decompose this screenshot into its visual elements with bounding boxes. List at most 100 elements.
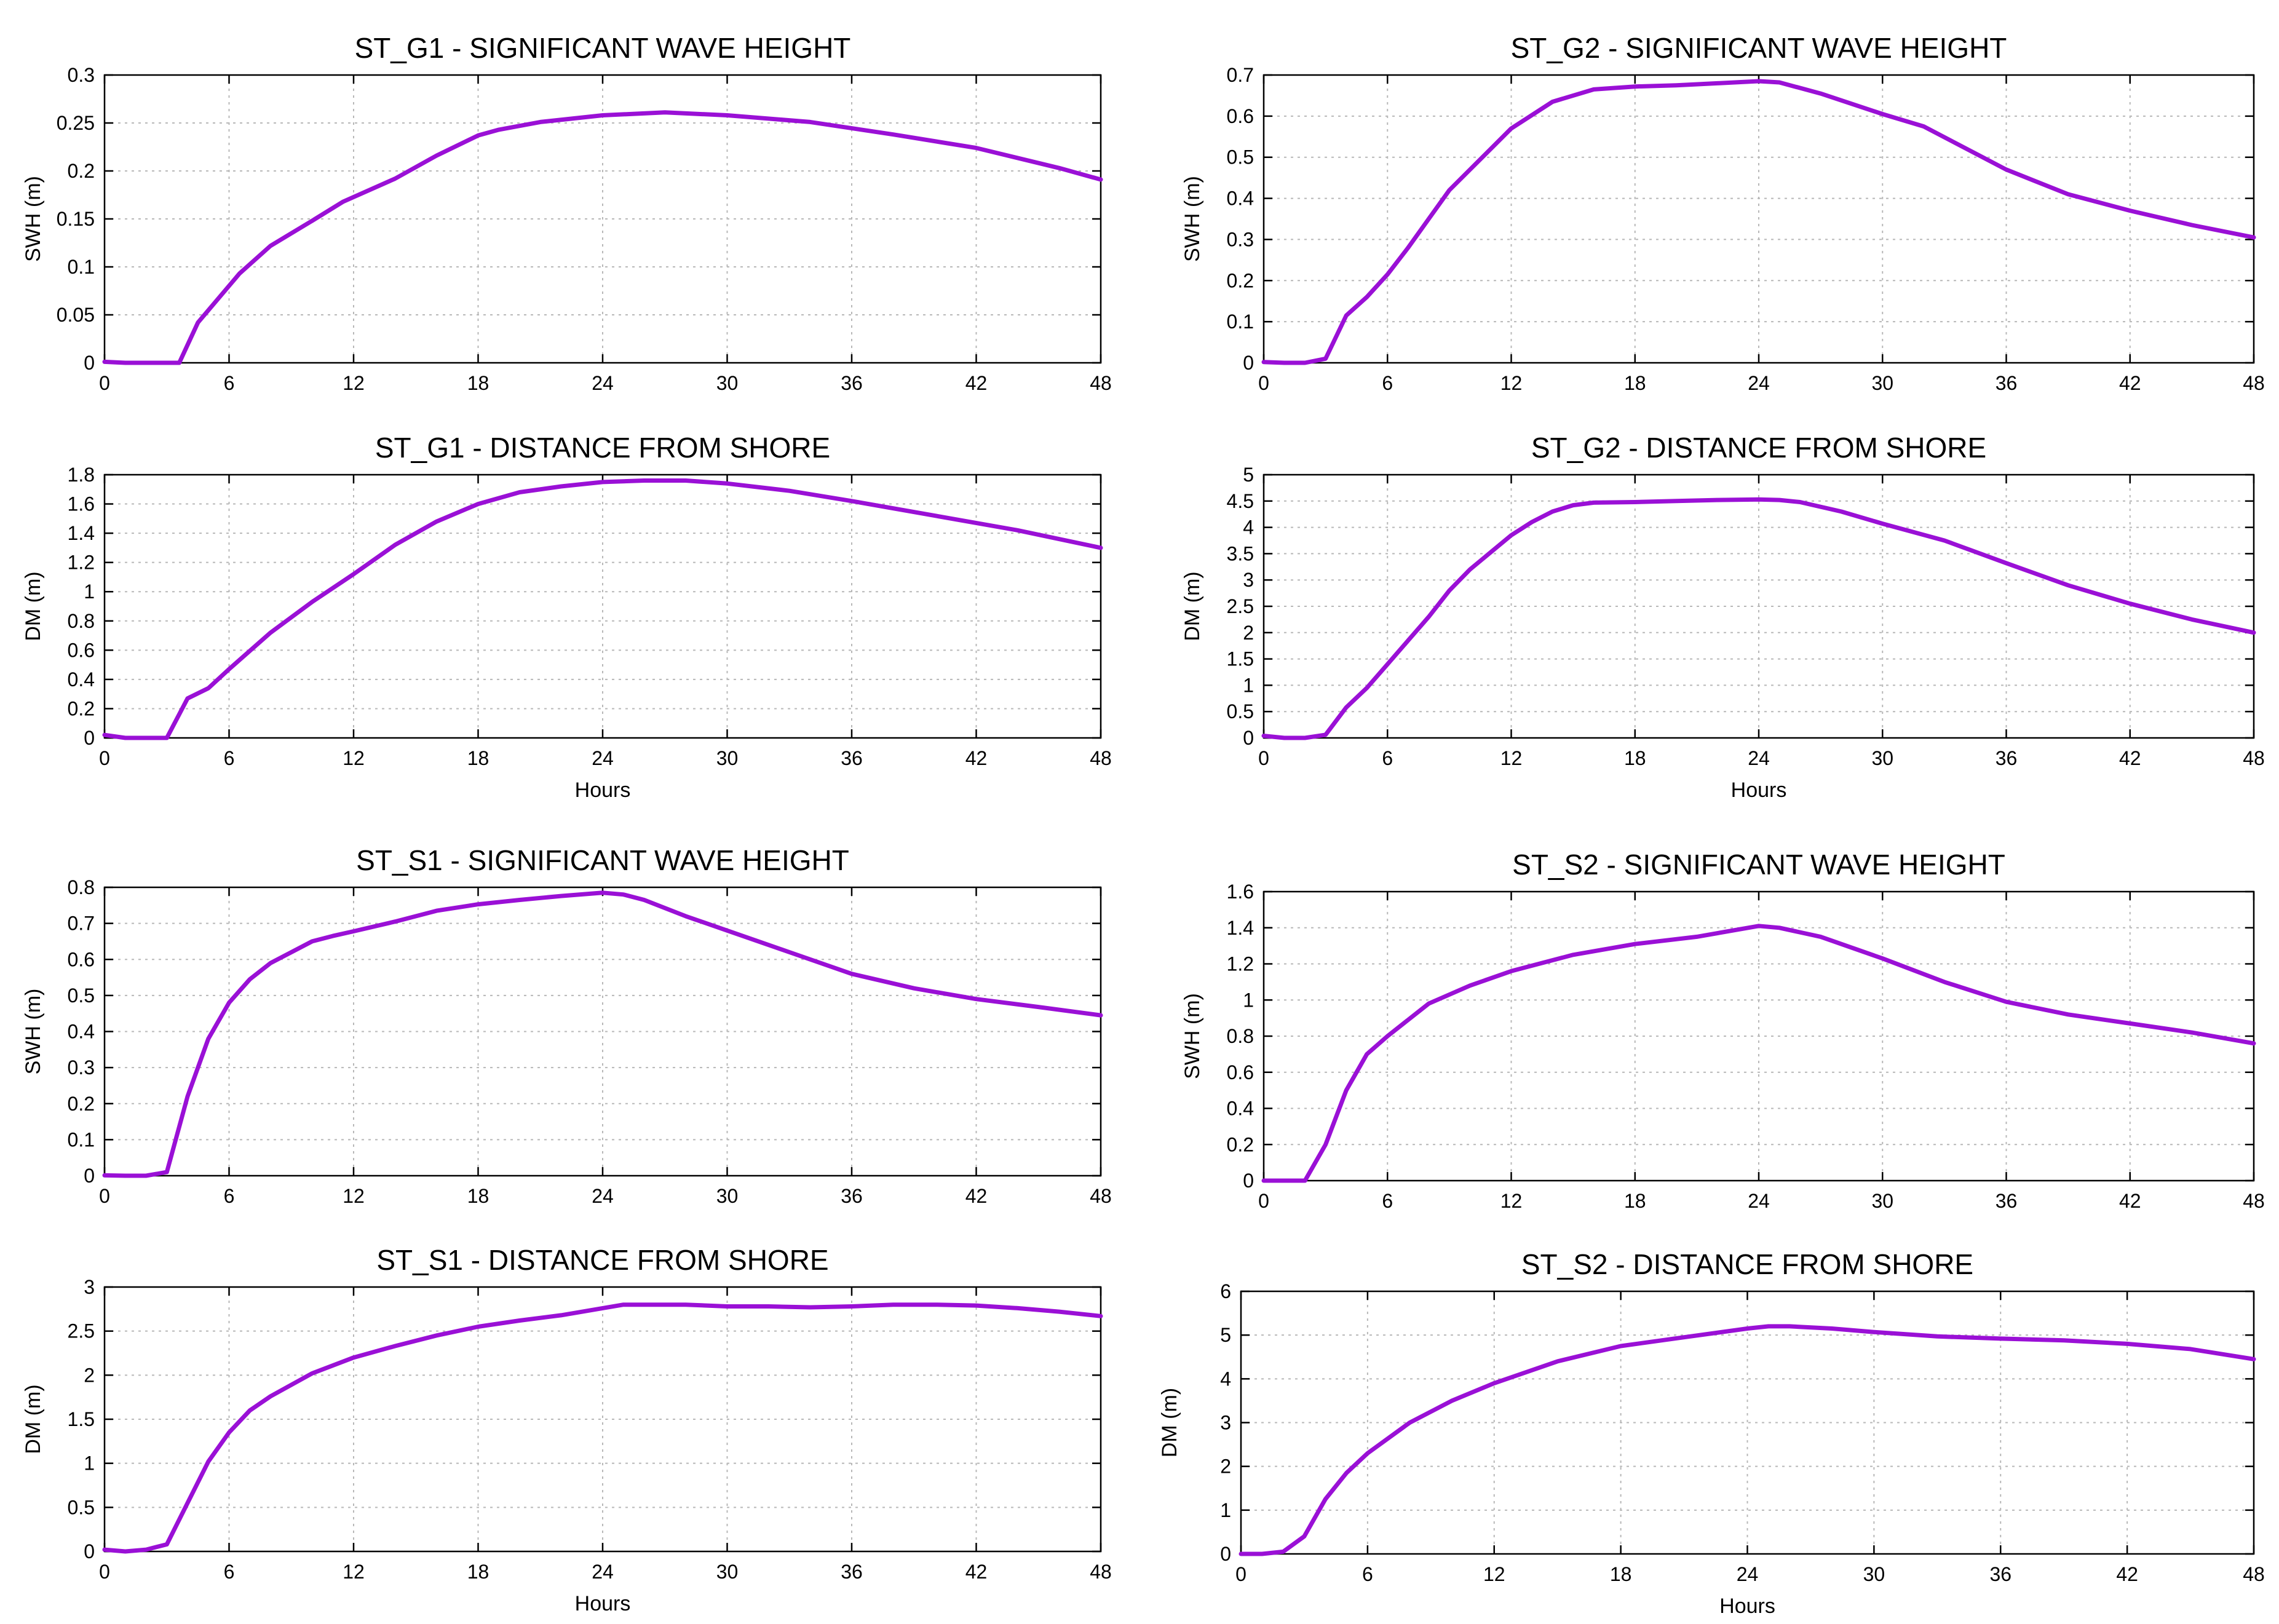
y-tick-label: 0.6 [68, 639, 95, 661]
y-tick-label: 1.4 [1227, 917, 1254, 939]
y-tick-label: 0.25 [57, 112, 95, 134]
y-tick-label: 0.6 [1227, 105, 1254, 127]
x-tick-label: 48 [2243, 1563, 2265, 1585]
y-tick-label: 0 [84, 1165, 95, 1187]
series-line-dm [1261, 497, 2256, 740]
y-tick-label: 0 [1243, 727, 1254, 749]
chart-st_g2_swh: 0 6 12 18 24 30 36 42 48 0 0.1 0.2 0.3 0.4 0.5 0.6 0.7 ST… [1181, 32, 2265, 394]
x-tick-label: 6 [1382, 372, 1393, 394]
x-tick-label: 42 [965, 1185, 988, 1207]
y-tick-label: 5 [1243, 464, 1254, 486]
chart-title: ST_S1 - DISTANCE FROM SHORE [376, 1244, 828, 1276]
y-tick-label: 0.8 [68, 876, 95, 898]
y-tick-label: 0.8 [1227, 1025, 1254, 1047]
y-tick-label: 0.2 [1227, 269, 1254, 291]
x-tick-label: 36 [841, 747, 863, 769]
x-tick-label: 30 [716, 747, 739, 769]
x-tick-label: 48 [1090, 747, 1112, 769]
y-tick-label: 3 [1243, 569, 1254, 591]
y-tick-label: 0.5 [1227, 146, 1254, 168]
x-tick-label: 30 [716, 1561, 739, 1583]
x-tick-label: 36 [1996, 372, 2018, 394]
y-tick-label: 1.2 [1227, 953, 1254, 975]
x-tick-label: 42 [2119, 747, 2141, 769]
y-tick-label: 0.05 [57, 304, 95, 326]
y-tick-label: 1.4 [68, 522, 95, 544]
chart-title: ST_G2 - SIGNIFICANT WAVE HEIGHT [1511, 32, 2007, 64]
x-tick-label: 12 [343, 747, 365, 769]
y-tick-label: 2.5 [68, 1320, 95, 1342]
y-tick-label: 1 [84, 1452, 95, 1475]
x-tick-label: 36 [1996, 747, 2018, 769]
x-tick-label: 48 [1090, 372, 1112, 394]
x-tick-label: 42 [2116, 1563, 2138, 1585]
y-axis-label: DM (m) [1158, 1388, 1181, 1457]
x-tick-label: 0 [1235, 1563, 1247, 1585]
y-tick-label: 0.1 [1227, 311, 1254, 333]
chart-st_s1_dm: 0 6 12 18 24 30 36 42 48 0 0.5 1 1.5 2 2.5 3 ST_S1 - DIS… [22, 1244, 1112, 1615]
y-tick-label: 3 [1220, 1412, 1231, 1434]
x-tick-label: 42 [965, 1561, 988, 1583]
x-axis-label: Hours [1719, 1594, 1775, 1618]
x-tick-label: 12 [343, 372, 365, 394]
x-tick-label: 18 [467, 1185, 489, 1207]
chart-st_s2_swh: 0 6 12 18 24 30 36 42 48 0 0.2 0.4 0.6 0.8 1 1.2 1.4 1.6 S… [1181, 849, 2265, 1212]
y-axis-label: SWH (m) [1181, 993, 1204, 1079]
y-tick-label: 0.6 [68, 948, 95, 970]
x-tick-label: 18 [467, 372, 489, 394]
y-tick-label: 0.4 [1227, 1098, 1254, 1120]
x-tick-label: 18 [467, 1561, 489, 1583]
x-tick-label: 0 [1258, 372, 1269, 394]
x-tick-label: 24 [592, 1561, 614, 1583]
x-tick-label: 30 [1871, 747, 1893, 769]
x-tick-label: 6 [1362, 1563, 1373, 1585]
y-axis-label: SWH (m) [1181, 176, 1204, 262]
y-tick-label: 6 [1220, 1280, 1231, 1302]
y-tick-label: 0.3 [68, 64, 95, 86]
y-tick-label: 0.8 [68, 610, 95, 632]
y-axis-label: SWH (m) [22, 176, 45, 262]
y-axis-label: DM (m) [1181, 571, 1204, 641]
y-tick-label: 1 [84, 580, 95, 603]
series-line-dm [102, 478, 1103, 740]
y-tick-label: 4.5 [1227, 490, 1254, 512]
x-tick-label: 0 [99, 372, 110, 394]
x-tick-label: 42 [2119, 372, 2141, 394]
chart-st_g2_dm: 0 6 12 18 24 30 36 42 48 0 0.5 1 1.5 2 2.5 3 3.5 4 4.5 5 ST_… [1181, 432, 2265, 802]
y-tick-label: 0 [84, 727, 95, 749]
y-tick-label: 0.2 [68, 160, 95, 182]
y-tick-label: 0.2 [1227, 1133, 1254, 1155]
chart-st_g1_dm: 0 6 12 18 24 30 36 42 48 0 0.2 0.4 0.6 0.8 1 1.2 1.4 1.6 1… [22, 432, 1112, 802]
chart-title: ST_S1 - SIGNIFICANT WAVE HEIGHT [356, 844, 849, 876]
x-tick-label: 12 [1500, 747, 1523, 769]
x-tick-label: 30 [1863, 1563, 1885, 1585]
x-tick-label: 18 [1624, 747, 1646, 769]
y-tick-label: 2 [1220, 1456, 1231, 1478]
y-tick-label: 0 [1243, 1170, 1254, 1192]
series-line-swh [1261, 79, 2256, 365]
y-tick-label: 4 [1243, 517, 1254, 539]
x-tick-label: 30 [716, 1185, 739, 1207]
x-tick-label: 30 [1871, 372, 1893, 394]
x-tick-label: 24 [592, 747, 614, 769]
chart-title: ST_S2 - SIGNIFICANT WAVE HEIGHT [1512, 849, 2005, 881]
y-tick-label: 0.5 [1227, 700, 1254, 723]
y-tick-label: 1 [1243, 674, 1254, 696]
x-tick-label: 18 [1624, 372, 1646, 394]
y-tick-label: 0.2 [68, 697, 95, 719]
y-tick-label: 0 [84, 352, 95, 374]
x-tick-label: 6 [1382, 747, 1393, 769]
x-tick-label: 48 [1090, 1185, 1112, 1207]
y-tick-label: 4 [1220, 1368, 1231, 1390]
series-line-dm [1239, 1324, 2256, 1556]
x-tick-label: 42 [2119, 1190, 2141, 1212]
y-tick-label: 0.3 [68, 1056, 95, 1079]
x-tick-label: 6 [224, 372, 235, 394]
y-tick-label: 0.3 [1227, 228, 1254, 250]
series-line-swh [102, 890, 1103, 1178]
y-tick-label: 2.5 [1227, 595, 1254, 617]
y-tick-label: 0.4 [1227, 188, 1254, 210]
y-axis-label: DM (m) [22, 571, 45, 641]
